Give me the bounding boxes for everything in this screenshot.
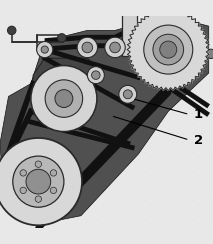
Circle shape bbox=[37, 41, 53, 58]
Circle shape bbox=[50, 187, 57, 193]
Circle shape bbox=[144, 25, 193, 74]
Circle shape bbox=[50, 170, 57, 176]
Circle shape bbox=[55, 90, 73, 108]
Circle shape bbox=[82, 42, 93, 53]
Circle shape bbox=[87, 67, 104, 84]
Polygon shape bbox=[33, 58, 96, 131]
Circle shape bbox=[0, 138, 82, 225]
Circle shape bbox=[110, 42, 120, 53]
Circle shape bbox=[105, 37, 125, 58]
Polygon shape bbox=[0, 16, 209, 224]
FancyBboxPatch shape bbox=[122, 0, 137, 56]
Text: 2: 2 bbox=[194, 134, 203, 147]
Circle shape bbox=[20, 187, 26, 193]
Circle shape bbox=[35, 196, 42, 202]
Circle shape bbox=[123, 0, 132, 10]
Circle shape bbox=[58, 34, 66, 42]
Circle shape bbox=[20, 170, 26, 176]
Polygon shape bbox=[127, 9, 209, 91]
Circle shape bbox=[41, 46, 48, 53]
Circle shape bbox=[160, 41, 177, 58]
Circle shape bbox=[153, 34, 184, 65]
Circle shape bbox=[77, 37, 98, 58]
Circle shape bbox=[119, 85, 137, 103]
Circle shape bbox=[7, 26, 16, 35]
Circle shape bbox=[35, 161, 42, 167]
Circle shape bbox=[45, 80, 83, 117]
Circle shape bbox=[13, 156, 64, 207]
Circle shape bbox=[92, 71, 100, 79]
Circle shape bbox=[206, 49, 213, 59]
Circle shape bbox=[123, 90, 132, 99]
Circle shape bbox=[26, 169, 51, 194]
Circle shape bbox=[31, 66, 97, 132]
Text: 1: 1 bbox=[194, 108, 203, 121]
